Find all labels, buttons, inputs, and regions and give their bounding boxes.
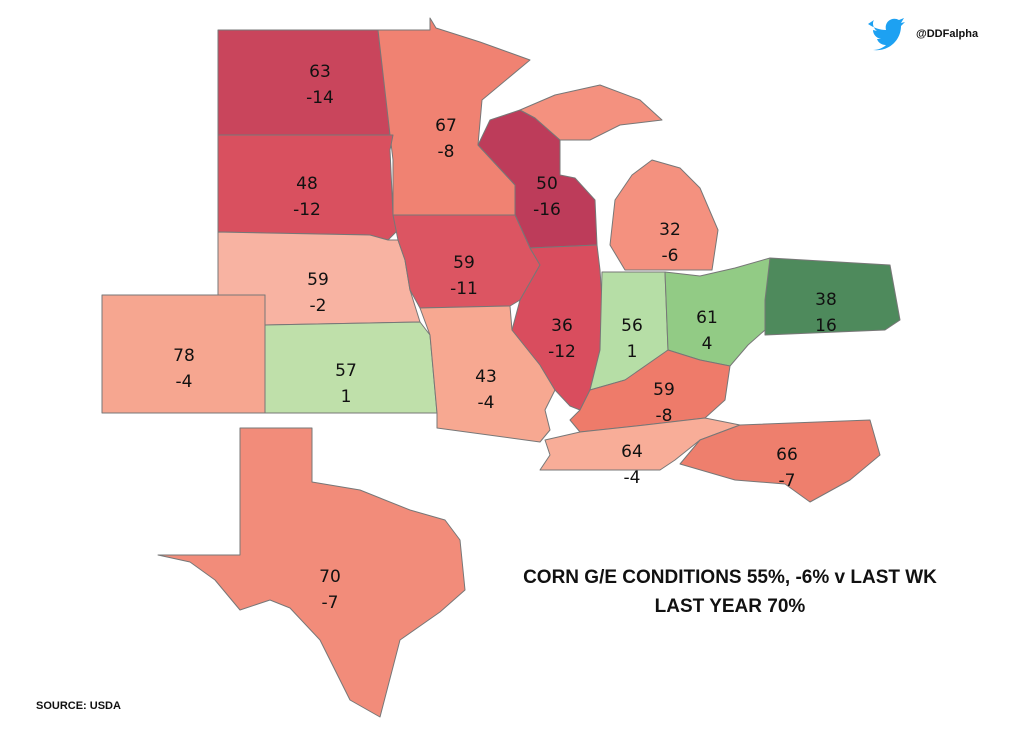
weekly-change: -8 — [438, 142, 455, 162]
condition-value: 64 — [621, 442, 643, 462]
weekly-change: 4 — [702, 334, 713, 354]
state — [377, 17, 531, 216]
weekly-change: -12 — [548, 342, 576, 362]
condition-value: 48 — [296, 174, 318, 194]
condition-value: 59 — [653, 380, 675, 400]
states: 63 -14 67 -8 50 -16 48 -12 32 -6 59 -2 59 -11 78 -4 57 1 4… — [101, 17, 901, 718]
weekly-change: -11 — [450, 279, 478, 299]
twitter-icon — [868, 18, 905, 51]
state — [157, 427, 466, 718]
condition-value: 70 — [319, 567, 341, 587]
state — [217, 29, 394, 136]
weekly-change: -7 — [779, 471, 796, 491]
condition-value: 36 — [551, 316, 573, 336]
source: SOURCE: USDA — [36, 700, 121, 712]
weekly-change: -4 — [478, 393, 495, 413]
condition-value: 50 — [536, 174, 558, 194]
condition-value: 38 — [815, 290, 837, 310]
weekly-change: -4 — [176, 372, 193, 392]
condition-value: 63 — [309, 62, 331, 82]
state — [679, 419, 881, 503]
condition-value: 59 — [453, 253, 475, 273]
condition-value: 43 — [475, 367, 497, 387]
condition-value: 57 — [335, 361, 357, 381]
condition-value: 61 — [696, 308, 718, 328]
state — [569, 349, 731, 433]
weekly-change: 16 — [815, 316, 837, 336]
weekly-change: -12 — [293, 200, 321, 220]
state — [511, 244, 603, 411]
condition-value: 56 — [621, 316, 643, 336]
condition-value: 78 — [173, 346, 195, 366]
weekly-change: -7 — [322, 593, 339, 613]
state — [764, 257, 901, 336]
title-line: LAST YEAR 70% — [655, 596, 806, 617]
weekly-change: -14 — [306, 88, 334, 108]
handle: @DDFalpha — [916, 28, 979, 40]
weekly-change: -16 — [533, 200, 561, 220]
weekly-change: -2 — [310, 296, 327, 316]
state — [419, 305, 556, 443]
weekly-change: 1 — [341, 387, 352, 407]
weekly-change: -4 — [624, 468, 641, 488]
condition-value: 66 — [776, 445, 798, 465]
condition-value: 32 — [659, 220, 681, 240]
condition-value: 67 — [435, 116, 457, 136]
weekly-change: -8 — [656, 406, 673, 426]
title-line: CORN G/E CONDITIONS 55%, -6% v LAST WK — [523, 567, 937, 588]
weekly-change: -6 — [662, 246, 679, 266]
weekly-change: 1 — [627, 342, 638, 362]
state — [519, 84, 719, 271]
condition-value: 59 — [307, 270, 329, 290]
